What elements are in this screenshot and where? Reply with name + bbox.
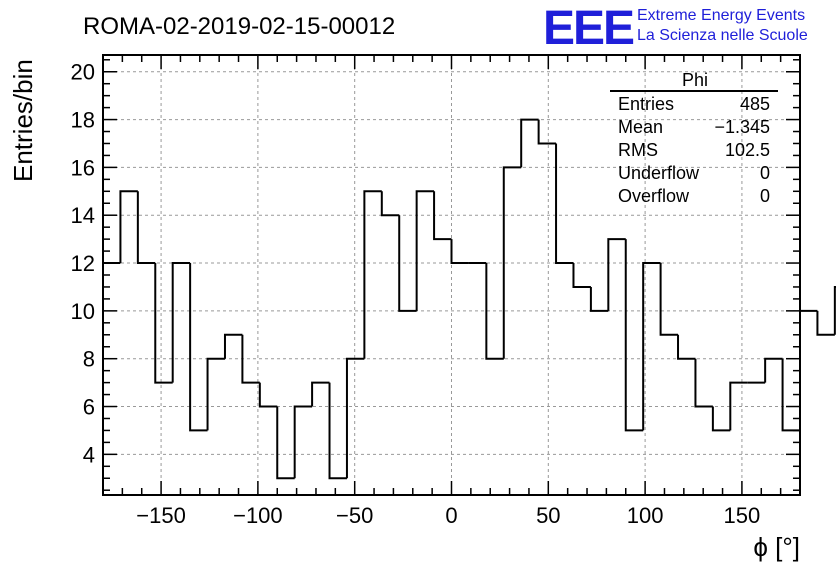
y-tick-label: 20	[71, 60, 95, 85]
histogram-bin	[624, 239, 644, 432]
y-tick-label: 6	[83, 395, 95, 420]
histogram-bin	[433, 191, 452, 241]
histogram-bin	[415, 190, 435, 311]
y-tick-label: 4	[83, 442, 95, 467]
stats-value-overflow: 0	[760, 186, 770, 206]
stats-label-mean: Mean	[618, 117, 663, 137]
stats-value-mean: −1.345	[714, 117, 770, 137]
x-tick-label: −100	[233, 503, 283, 528]
histogram-bin	[345, 357, 365, 479]
histogram-bin	[102, 262, 121, 495]
histogram-bin	[764, 357, 783, 383]
histogram-bin	[729, 381, 748, 431]
histogram-bin	[677, 334, 696, 360]
stats-title: Phi	[682, 70, 708, 90]
y-tick-label: 18	[71, 108, 95, 133]
histogram-bin	[398, 215, 417, 312]
axes-layer	[102, 54, 801, 496]
stats-value-rms: 102.5	[725, 140, 770, 160]
histogram-bin	[363, 190, 382, 359]
logo-line-2: La Scienza nelle Scuole	[637, 27, 808, 44]
tick-labels-layer: −150 −100 −50 0 50 100 150 4 6 8 10 12 14 16 18 20	[71, 60, 761, 528]
stats-label-overflow: Overflow	[618, 186, 690, 206]
histogram-bin	[589, 286, 609, 312]
histogram-bin	[241, 334, 260, 384]
histogram-bin	[502, 166, 522, 359]
histogram-bin	[119, 190, 138, 264]
histogram-bin	[642, 262, 661, 431]
histogram-bin	[537, 119, 557, 145]
stats-label-underflow: Underflow	[618, 163, 700, 183]
stats-label-entries: Entries	[618, 94, 674, 114]
histogram-bin	[833, 285, 836, 335]
x-tick-label: 150	[724, 503, 761, 528]
histogram-bin	[659, 263, 679, 336]
x-axis-title: ϕ [°]	[753, 532, 800, 562]
x-tick-label: 100	[627, 503, 664, 528]
histogram-bin	[555, 143, 574, 265]
histogram-bin	[607, 238, 626, 311]
y-tick-label: 16	[71, 155, 95, 180]
x-tick-label: 0	[445, 503, 457, 528]
histogram-bin	[520, 118, 539, 168]
y-tick-label: 8	[83, 347, 95, 372]
x-tick-label: −50	[336, 503, 373, 528]
histogram-bin	[171, 262, 191, 383]
y-tick-label: 10	[71, 299, 95, 324]
histogram-bin	[154, 263, 173, 384]
x-tick-label: −150	[136, 503, 186, 528]
histogram-bin	[206, 357, 225, 431]
y-axis-title: Entries/bin	[8, 59, 38, 182]
stats-value-underflow: 0	[760, 163, 770, 183]
stats-value-entries: 485	[740, 94, 770, 114]
histogram-layer	[102, 118, 836, 495]
x-tick-label: 50	[536, 503, 560, 528]
histogram-bin	[311, 381, 330, 407]
histogram-bin	[816, 310, 835, 336]
stats-box: Phi Entries 485 Mean −1.345 RMS 102.5 Un…	[610, 70, 778, 206]
stats-label-rms: RMS	[618, 140, 658, 160]
histogram-bin	[485, 263, 504, 360]
histogram-bin	[293, 405, 313, 479]
logo-line-1: Extreme Energy Events	[637, 7, 805, 24]
y-tick-label: 14	[71, 203, 95, 228]
histogram-bin	[694, 358, 713, 408]
run-title: ROMA-02-2019-02-15-00012	[83, 13, 395, 40]
histogram-bin	[328, 382, 347, 480]
histogram-bin	[711, 406, 731, 432]
histogram-bin	[450, 239, 469, 265]
histogram-bin	[189, 263, 208, 432]
histogram-bin	[380, 191, 400, 217]
eee-logo-mark: EEE	[543, 2, 634, 55]
y-tick-label: 12	[71, 251, 95, 276]
histogram-bin	[572, 263, 591, 288]
histogram-bin	[223, 333, 243, 359]
histogram-bin	[258, 382, 278, 408]
histogram-bin	[799, 309, 818, 431]
histogram-bin	[276, 406, 295, 480]
histogram-bin	[136, 191, 156, 265]
